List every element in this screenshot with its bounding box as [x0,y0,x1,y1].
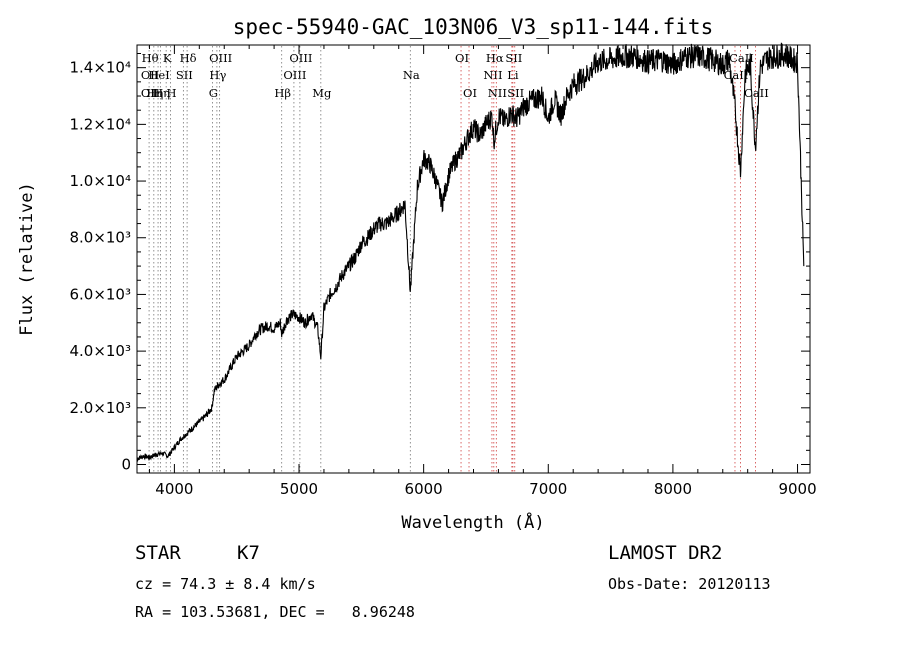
x-tick-label: 8000 [654,480,692,498]
plot-frame [136,44,811,474]
line-marker-label: SII [507,86,524,100]
line-marker-label: OII [141,68,160,82]
line-marker-label: K [163,51,172,65]
line-marker-label: Hη [153,86,170,100]
observation-date: Obs-Date: 20120113 [608,575,771,593]
line-marker-label: SII [505,51,522,65]
y-tick-label: 6.0×10³ [69,285,131,303]
line-marker-label: OII [141,86,160,100]
line-marker-label: CaII [729,51,754,65]
chart-title: spec-55940-GAC_103N06_V3_sp11-144.fits [233,15,713,39]
line-marker-label: CaII [744,86,769,100]
line-marker-label: OIII [209,51,232,65]
line-marker-label: OIII [283,68,306,82]
x-axis-label: Wavelength (Å) [401,511,544,533]
line-marker-label: Hβ [274,86,291,100]
line-marker-label: OIII [289,51,312,65]
survey-name: LAMOST DR2 [608,542,723,564]
y-tick-label: 0 [121,455,131,473]
y-tick-label: 1.2×10⁴ [69,115,131,133]
sky-coordinates: RA = 103.53681, DEC = 8.96248 [135,603,415,621]
line-marker-label: NII [488,86,507,100]
x-tick-label: 6000 [405,480,443,498]
y-tick-label: 2.0×10³ [69,399,131,417]
y-axis: 0 2.0×10³ 4.0×10³ 6.0×10³ 8.0×10³ 1.0×10⁴ 1.2×… [69,53,810,473]
line-marker-label: OI [455,51,469,65]
line-marker-label: H [167,86,177,100]
redshift-velocity: cz = 74.3 ± 8.4 km/s [135,575,316,593]
line-marker-label: OI [463,86,477,100]
y-tick-label: 1.0×10⁴ [69,172,131,190]
y-tick-label: 4.0×10³ [69,342,131,360]
line-markers: HθOIIOIIHηHeIHηKHSIIHδGHγOIIIHβOIIIOIIIM… [141,46,769,472]
line-marker-label: NII [483,68,502,82]
object-type: STAR [135,542,181,564]
spectrum-series-line [136,42,805,463]
line-marker-label: Hγ [209,68,226,82]
y-tick-label: 8.0×10³ [69,229,131,247]
spectral-subclass: K7 [237,542,260,564]
y-axis-label: Flux (relative) [17,182,37,336]
x-tick-label: 9000 [778,480,816,498]
line-marker-label: Hα [486,51,504,65]
line-marker-label: SII [176,68,193,82]
line-marker-label: Na [403,68,420,82]
x-tick-label: 4000 [155,480,193,498]
x-tick-label: 5000 [280,480,318,498]
line-marker-label: Mg [312,86,332,100]
line-marker-label: Hθ [142,51,159,65]
line-marker-label: Hδ [180,51,197,65]
line-marker-label: G [209,86,218,100]
x-axis: 4000 5000 6000 7000 8000 9000 [148,45,817,498]
line-marker-label: Hη [146,86,163,100]
line-marker-label: HeI [148,68,169,82]
x-tick-label: 7000 [529,480,567,498]
y-tick-label: 1.4×10⁴ [69,59,131,77]
